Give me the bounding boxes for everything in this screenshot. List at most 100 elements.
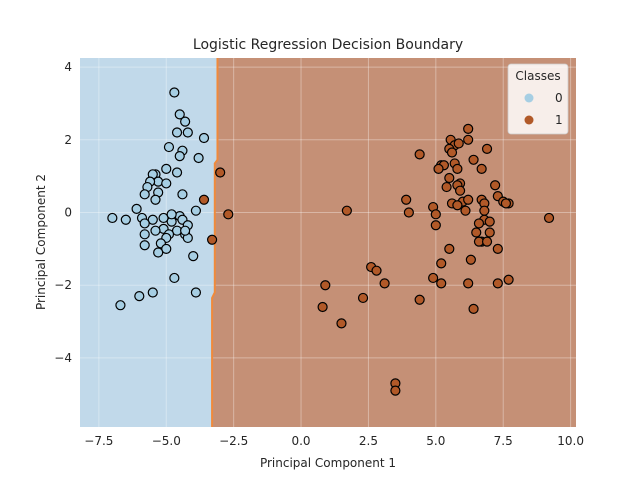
y-tick-label: 0 <box>64 206 72 220</box>
data-point-class-0 <box>177 189 188 200</box>
data-point-class-1 <box>471 227 482 238</box>
legend-box <box>507 63 569 135</box>
data-point-class-1 <box>320 280 331 291</box>
data-point-class-0 <box>182 127 193 138</box>
data-point-class-1 <box>379 278 390 289</box>
y-tick-label: −2 <box>54 278 72 292</box>
data-point-class-1 <box>543 212 555 224</box>
data-point-class-1 <box>452 200 463 211</box>
data-point-class-0 <box>174 109 185 120</box>
data-point-class-1 <box>414 149 425 160</box>
y-tick-label: 4 <box>64 60 72 74</box>
data-point-class-0 <box>169 87 180 98</box>
data-point-class-0 <box>158 212 169 224</box>
data-point-class-1 <box>444 172 455 184</box>
data-point-class-1 <box>463 194 474 205</box>
data-point-class-1 <box>452 163 463 174</box>
data-point-class-1 <box>403 207 414 218</box>
data-point-class-1 <box>198 194 210 205</box>
y-axis-label: Principal Component 2 <box>34 174 48 310</box>
data-point-class-0 <box>166 209 177 220</box>
data-point-class-1 <box>317 301 328 313</box>
data-point-class-1 <box>476 163 487 174</box>
data-point-class-0 <box>193 152 204 164</box>
data-point-class-1 <box>481 236 493 247</box>
legend-label-0: 0 <box>555 91 563 105</box>
legend-marker-1 <box>524 115 534 125</box>
data-point-class-1 <box>484 227 495 238</box>
data-point-class-1 <box>465 254 476 265</box>
x-tick-label: −7.5 <box>84 434 113 448</box>
data-point-class-0 <box>180 116 191 127</box>
data-point-class-1 <box>215 167 226 178</box>
y-tick-label: −4 <box>54 351 72 365</box>
legend-label-1: 1 <box>555 113 563 127</box>
data-point-class-1 <box>444 243 455 254</box>
data-point-class-1 <box>454 185 466 196</box>
data-point-class-0 <box>115 300 126 311</box>
data-point-class-0 <box>147 214 158 225</box>
data-point-class-1 <box>341 205 352 216</box>
data-point-class-1 <box>453 138 464 149</box>
x-tick-label: 5.0 <box>426 434 445 448</box>
grid <box>80 58 576 427</box>
data-point-class-1 <box>206 234 218 245</box>
data-point-class-0 <box>163 141 175 153</box>
data-point-class-1 <box>390 385 401 396</box>
x-tick-label: −2.5 <box>219 434 248 448</box>
data-point-class-1 <box>500 198 512 209</box>
x-axis-ticks: −7.5 −5.0 −2.5 0.0 2.5 5.0 7.5 10.0 <box>84 434 584 448</box>
data-points <box>107 87 555 396</box>
data-point-class-1 <box>490 180 501 191</box>
data-point-class-1 <box>473 218 485 229</box>
x-axis-label: Principal Component 1 <box>260 456 396 470</box>
data-point-class-1 <box>446 147 458 158</box>
data-point-class-1 <box>441 181 452 193</box>
data-point-class-0 <box>120 214 131 225</box>
x-tick-label: 2.5 <box>359 434 378 448</box>
data-point-class-1 <box>430 220 441 231</box>
data-point-class-1 <box>468 303 479 314</box>
data-point-class-0 <box>150 194 161 205</box>
data-point-class-0 <box>131 203 142 214</box>
data-point-class-0 <box>190 287 202 298</box>
data-point-class-1 <box>468 154 479 165</box>
data-point-class-0 <box>180 225 191 236</box>
data-point-class-0 <box>139 189 150 200</box>
data-point-class-0 <box>153 247 164 258</box>
data-point-class-1 <box>336 318 347 329</box>
data-point-class-0 <box>161 243 172 254</box>
data-point-class-0 <box>139 218 150 229</box>
data-point-class-1 <box>460 205 471 216</box>
legend-marker-0 <box>524 93 534 103</box>
data-point-class-0 <box>139 229 150 240</box>
data-point-class-1 <box>433 163 444 174</box>
data-point-class-0 <box>169 272 180 284</box>
data-point-class-1 <box>463 134 474 145</box>
data-point-class-1 <box>484 216 495 227</box>
data-point-class-0 <box>190 205 202 216</box>
data-point-class-0 <box>174 151 185 162</box>
legend: Classes 0 1 <box>507 63 569 135</box>
data-point-class-0 <box>150 225 161 236</box>
data-point-class-1 <box>492 243 503 254</box>
data-point-class-0 <box>147 287 158 298</box>
data-point-class-0 <box>139 240 150 251</box>
data-point-class-0 <box>188 251 199 262</box>
data-point-class-1 <box>401 194 412 205</box>
data-point-class-0 <box>171 167 183 178</box>
data-point-class-1 <box>436 278 447 289</box>
data-point-class-1 <box>463 278 474 289</box>
data-point-class-1 <box>479 205 490 216</box>
data-point-class-1 <box>481 143 493 154</box>
plot-area <box>80 58 576 427</box>
data-point-class-0 <box>107 212 118 224</box>
y-axis-ticks: −4 −2 0 2 4 <box>54 60 72 365</box>
data-point-class-1 <box>371 265 382 276</box>
legend-title: Classes <box>515 69 560 83</box>
decision-boundary-line <box>211 58 219 427</box>
x-tick-label: 0.0 <box>291 434 310 448</box>
data-point-class-1 <box>223 209 234 220</box>
data-point-class-0 <box>171 127 183 138</box>
